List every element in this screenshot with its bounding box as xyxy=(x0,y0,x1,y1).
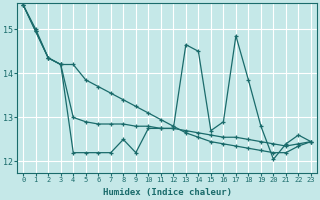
X-axis label: Humidex (Indice chaleur): Humidex (Indice chaleur) xyxy=(103,188,232,197)
